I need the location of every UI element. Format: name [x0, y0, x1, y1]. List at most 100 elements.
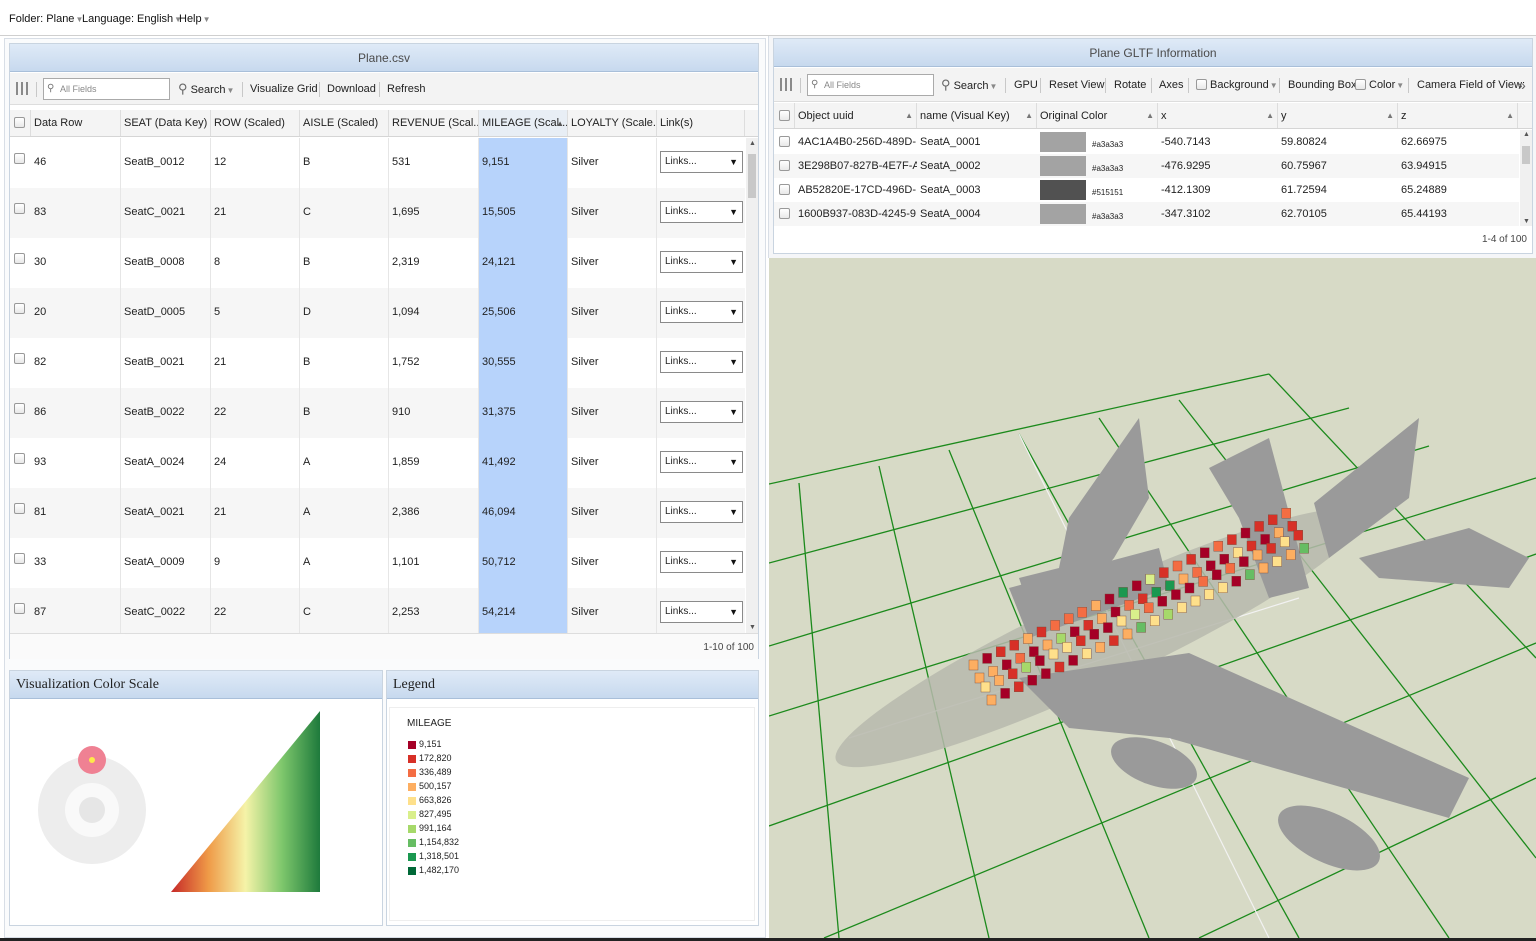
seat-marker[interactable]	[1029, 646, 1039, 657]
seat-marker[interactable]	[994, 675, 1004, 686]
seat-marker[interactable]	[1171, 589, 1181, 600]
columns-icon[interactable]	[780, 78, 792, 91]
seat-marker[interactable]	[1062, 642, 1072, 653]
plane-model[interactable]	[817, 418, 1529, 884]
seat-marker[interactable]	[1036, 626, 1047, 638]
seat-marker[interactable]	[1122, 628, 1133, 640]
seat-marker[interactable]	[1056, 633, 1066, 644]
seat-marker[interactable]	[1219, 554, 1229, 565]
table-row[interactable]: 83 SeatC_0021 21 C 1,695 15,505 Silver Links...…	[10, 188, 745, 238]
col-header-z[interactable]: z ▲	[1398, 103, 1518, 128]
camera-fov-label[interactable]: Camera Field of View:	[1417, 79, 1526, 91]
seat-marker[interactable]	[1070, 626, 1080, 637]
seat-marker[interactable]	[1150, 615, 1160, 626]
seat-marker[interactable]	[1124, 600, 1134, 611]
seat-marker[interactable]	[1001, 659, 1012, 670]
axes-button[interactable]: Axes	[1159, 79, 1184, 91]
scroll-down-icon[interactable]: ▼	[1523, 218, 1530, 225]
seat-marker[interactable]	[1138, 593, 1148, 604]
seat-marker[interactable]	[1000, 688, 1010, 699]
seat-marker[interactable]	[1163, 609, 1173, 620]
seat-marker[interactable]	[1206, 560, 1216, 571]
col-header-x[interactable]: x ▲	[1158, 103, 1278, 128]
seat-marker[interactable]	[980, 681, 991, 693]
seat-marker[interactable]	[1212, 569, 1222, 580]
row-checkbox[interactable]	[779, 184, 790, 195]
seat-marker[interactable]	[1200, 547, 1210, 558]
folder-menu[interactable]: Folder: Plane▼	[9, 13, 83, 25]
seat-marker[interactable]	[1091, 600, 1101, 611]
seat-marker[interactable]	[1213, 541, 1223, 552]
seat-marker[interactable]	[1068, 655, 1078, 666]
seat-marker[interactable]	[1192, 567, 1202, 578]
scroll-thumb[interactable]	[748, 154, 756, 198]
color-checkbox[interactable]	[1355, 79, 1366, 90]
table-row[interactable]: 30 SeatB_0008 8 B 2,319 24,121 Silver Links... ▼	[10, 238, 745, 288]
table-row[interactable]: 20 SeatD_0005 5 D 1,094 25,506 Silver Links... ▼	[10, 288, 745, 338]
seat-marker[interactable]	[1246, 540, 1257, 552]
seat-marker[interactable]	[1076, 635, 1086, 646]
seat-marker[interactable]	[1130, 609, 1140, 620]
seat-marker[interactable]	[974, 672, 985, 684]
seat-marker[interactable]	[988, 666, 998, 677]
seat-marker[interactable]	[1245, 569, 1255, 580]
table-row[interactable]: 33 SeatA_0009 9 A 1,101 50,712 Silver Links... ▼	[10, 538, 745, 588]
seat-marker[interactable]	[1089, 629, 1099, 640]
col-header-uuid[interactable]: Object uuid ▲	[795, 103, 917, 128]
seat-marker[interactable]	[1015, 653, 1026, 664]
seat-marker[interactable]	[1050, 620, 1060, 631]
seat-marker[interactable]	[1136, 622, 1146, 633]
color-scale-triangle[interactable]	[171, 711, 320, 892]
row-checkbox[interactable]	[14, 403, 25, 414]
gpu-button[interactable]: GPU	[1014, 79, 1038, 91]
select-all-checkbox[interactable]	[779, 110, 790, 121]
seat-marker[interactable]	[1184, 582, 1195, 594]
links-dropdown[interactable]: Links... ▼	[660, 451, 743, 473]
row-checkbox[interactable]	[14, 253, 25, 264]
seat-marker[interactable]	[1254, 521, 1264, 532]
seat-marker[interactable]	[1299, 543, 1309, 554]
seat-marker[interactable]	[1054, 661, 1065, 673]
seat-marker[interactable]	[1048, 648, 1059, 660]
seat-marker[interactable]	[1103, 622, 1113, 633]
seat-marker[interactable]	[1042, 639, 1053, 651]
csv-scrollbar[interactable]: ▲ ▼	[746, 138, 758, 633]
col-header-data-row[interactable]: Data Row	[31, 110, 121, 136]
row-checkbox[interactable]	[14, 153, 25, 164]
col-header-aisle[interactable]: AISLE (Scaled)	[300, 110, 389, 136]
seat-marker[interactable]	[1252, 549, 1263, 561]
background-menu[interactable]: Background▼	[1196, 68, 1278, 102]
col-header-loyalty[interactable]: LOYALTY (Scale...	[568, 110, 657, 136]
col-header-mileage[interactable]: MILEAGE (Scal... ▲	[479, 110, 568, 136]
seat-marker[interactable]	[1082, 648, 1092, 659]
links-dropdown[interactable]: Links... ▼	[660, 501, 743, 523]
row-checkbox[interactable]	[14, 453, 25, 464]
table-row[interactable]: 1600B937-083D-4245-9... SeatA_0004 #a3a3a3…	[774, 202, 1519, 226]
seat-marker[interactable]	[1293, 530, 1303, 541]
table-row[interactable]: 87 SeatC_0022 22 C 2,253 54,214 Silver Links...…	[10, 588, 745, 633]
seat-marker[interactable]	[1035, 655, 1045, 666]
row-checkbox[interactable]	[14, 503, 25, 514]
row-checkbox[interactable]	[14, 353, 25, 364]
seat-marker[interactable]	[1258, 562, 1269, 574]
table-row[interactable]: 93 SeatA_0024 24 A 1,859 41,492 Silver Links...…	[10, 438, 745, 488]
row-checkbox[interactable]	[779, 160, 790, 171]
table-row[interactable]: AB52820E-17CD-496D-... SeatA_0003 #515151 -…	[774, 178, 1519, 202]
seat-marker[interactable]	[1233, 547, 1243, 558]
seat-marker[interactable]	[1177, 602, 1187, 613]
table-row[interactable]: 4AC1A4B0-256D-489D-... SeatA_0001 #a3a3a3 -…	[774, 130, 1519, 154]
seat-marker[interactable]	[1198, 576, 1208, 587]
help-menu[interactable]: Help▼	[179, 13, 211, 25]
seat-marker[interactable]	[1280, 536, 1290, 547]
seat-marker[interactable]	[968, 659, 979, 671]
seat-marker[interactable]	[1172, 560, 1183, 572]
seat-marker[interactable]	[1239, 556, 1249, 567]
seat-marker[interactable]	[1190, 595, 1201, 607]
scroll-up-icon[interactable]: ▲	[1523, 131, 1530, 138]
csv-search-input[interactable]: ⚲ All Fields	[43, 78, 170, 100]
seat-marker[interactable]	[1132, 580, 1142, 591]
select-all-checkbox[interactable]	[14, 117, 25, 128]
seat-marker[interactable]	[1116, 615, 1127, 627]
links-dropdown[interactable]: Links... ▼	[660, 201, 743, 223]
seat-marker[interactable]	[995, 646, 1006, 657]
